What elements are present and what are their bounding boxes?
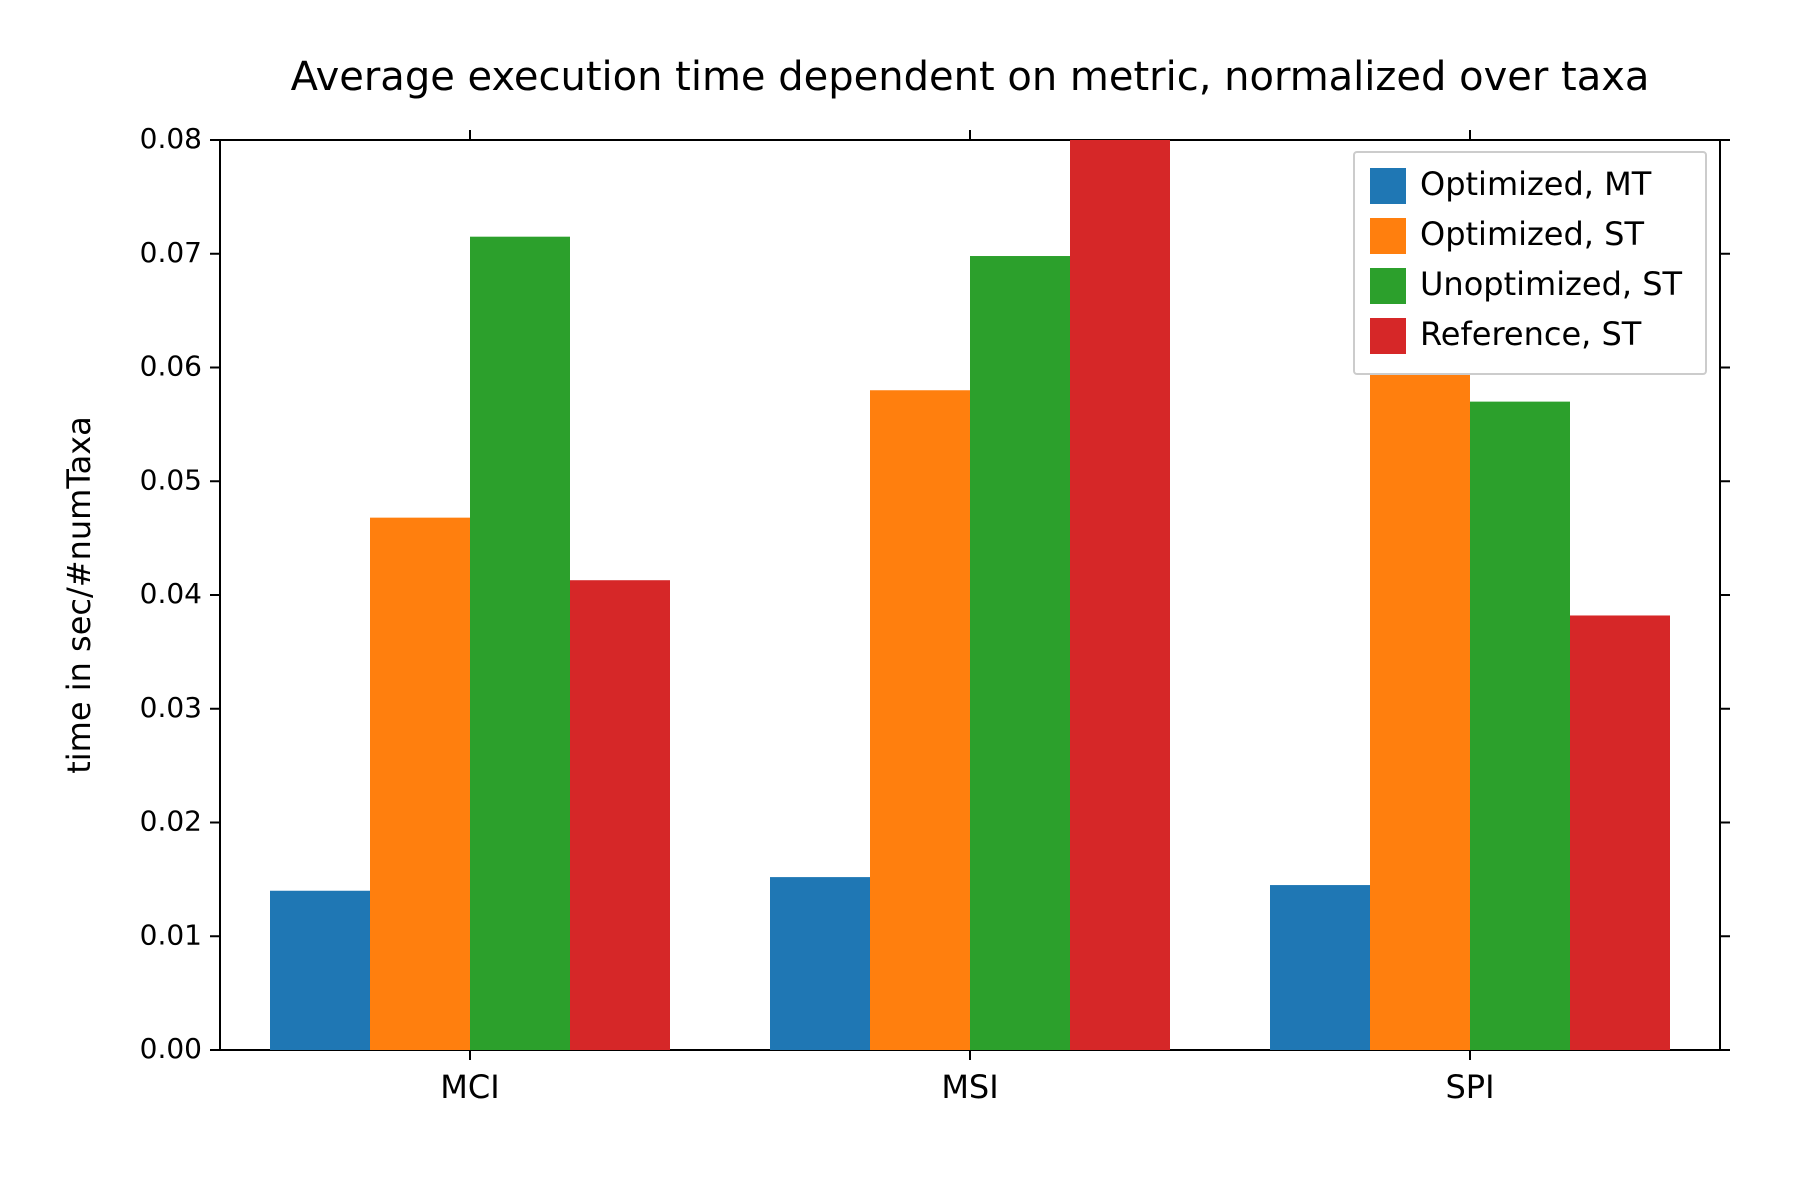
legend: Optimized, MT Optimized, ST Unoptimized, S…: [1354, 152, 1706, 374]
x-tick-label: MSI: [941, 1068, 998, 1106]
bar: [1370, 333, 1470, 1050]
bar: [1070, 140, 1170, 1050]
y-tick-label: 0.00: [140, 1032, 202, 1065]
x-tick-label: SPI: [1445, 1068, 1494, 1106]
bar: [770, 877, 870, 1050]
bar: [1570, 615, 1670, 1050]
bar: [970, 256, 1070, 1050]
bar: [570, 580, 670, 1050]
legend-label: Optimized, MT: [1420, 165, 1652, 203]
bar: [370, 518, 470, 1050]
legend-swatch: [1370, 268, 1406, 304]
y-tick-label: 0.01: [140, 918, 202, 951]
legend-label: Unoptimized, ST: [1420, 265, 1683, 303]
bar: [1270, 885, 1370, 1050]
y-tick-label: 0.08: [140, 122, 202, 155]
y-tick-label: 0.04: [140, 577, 202, 610]
x-tick-label: MCI: [440, 1068, 499, 1106]
bar: [270, 891, 370, 1050]
legend-label: Optimized, ST: [1420, 215, 1644, 253]
legend-label: Reference, ST: [1420, 315, 1642, 353]
y-tick-label: 0.02: [140, 805, 202, 838]
chart-title: Average execution time dependent on metr…: [291, 54, 1650, 100]
bar-chart: 0.00 0.01 0.02 0.03 0.04 0.05 0.06 0.07 0.08 MCI M…: [0, 0, 1800, 1200]
y-axis-label: time in sec/#numTaxa: [60, 416, 98, 774]
legend-swatch: [1370, 218, 1406, 254]
y-tick-label: 0.07: [140, 236, 202, 269]
y-tick-label: 0.05: [140, 463, 202, 496]
bar: [470, 237, 570, 1050]
legend-swatch: [1370, 318, 1406, 354]
y-tick-label: 0.03: [140, 691, 202, 724]
y-tick-label: 0.06: [140, 350, 202, 383]
bar: [1470, 402, 1570, 1050]
legend-swatch: [1370, 168, 1406, 204]
chart-container: 0.00 0.01 0.02 0.03 0.04 0.05 0.06 0.07 0.08 MCI M…: [0, 0, 1800, 1200]
bar: [870, 390, 970, 1050]
